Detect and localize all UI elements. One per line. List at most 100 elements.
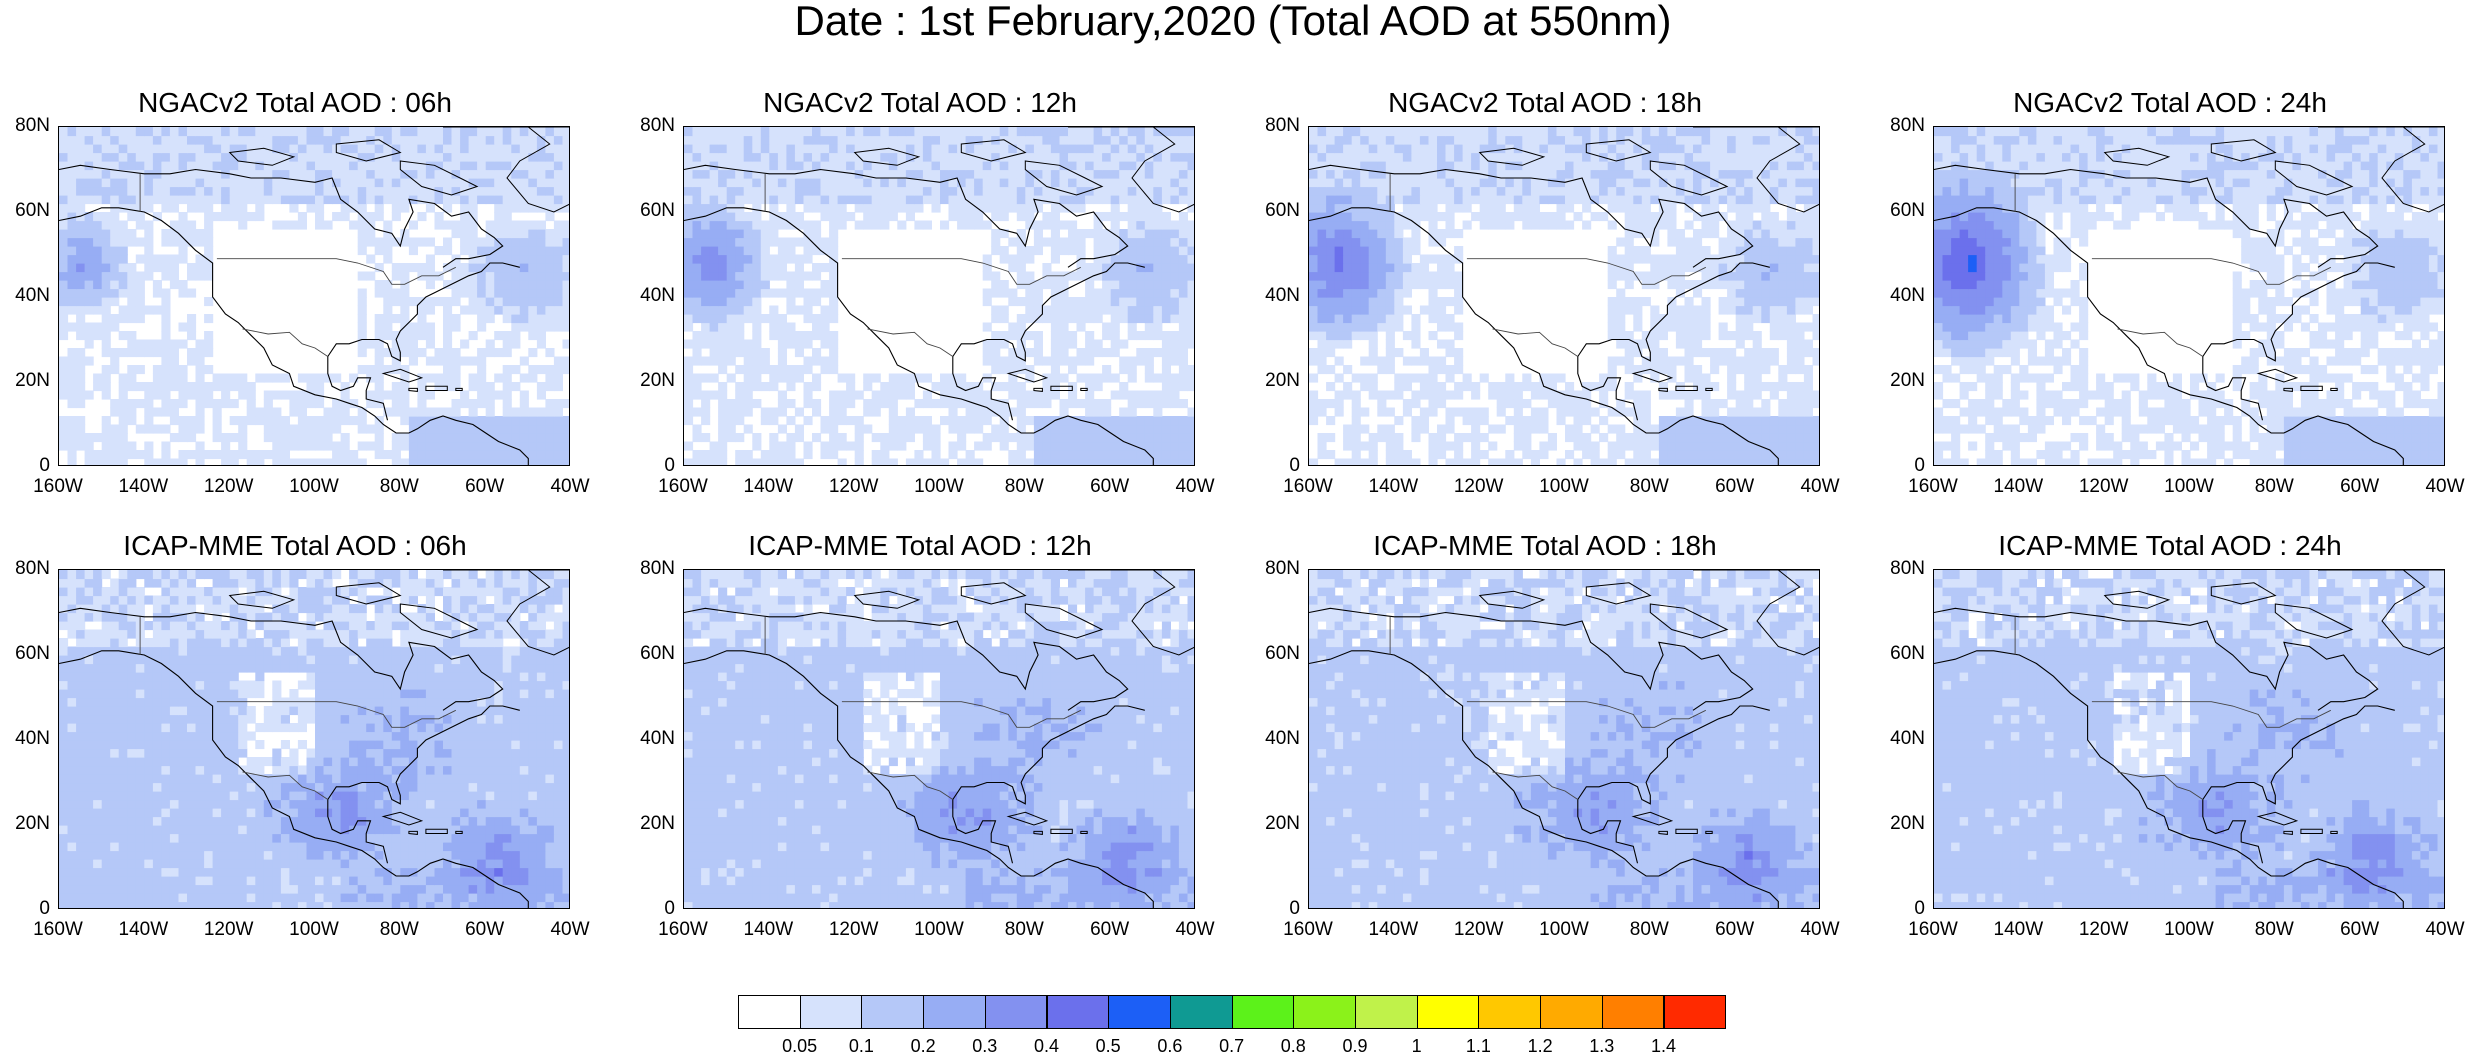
aod-cell <box>769 408 778 417</box>
aod-cell <box>1119 357 1128 366</box>
aod-cell <box>838 212 847 221</box>
aod-cell <box>1676 450 1685 459</box>
aod-cell <box>1446 442 1455 451</box>
aod-cell <box>93 323 102 332</box>
aod-cell <box>1710 221 1719 230</box>
aod-cell <box>1111 170 1120 179</box>
aod-cell <box>204 399 213 408</box>
aod-cell <box>170 416 179 425</box>
aod-cell <box>1736 297 1745 306</box>
aod-cell <box>701 153 710 162</box>
aod-cell <box>426 136 435 145</box>
aod-cell <box>1034 331 1043 340</box>
aod-cell <box>537 314 546 323</box>
aod-cell <box>1761 178 1770 187</box>
aod-cell <box>1068 314 1077 323</box>
aod-cell <box>1804 399 1813 408</box>
aod-cell <box>1795 382 1804 391</box>
aod-cell <box>1574 187 1583 196</box>
aod-cell <box>821 323 830 332</box>
aod-cell <box>1702 348 1711 357</box>
aod-cell <box>1667 229 1676 238</box>
aod-cell <box>1437 399 1446 408</box>
aod-cell <box>144 450 153 459</box>
aod-cell <box>528 425 537 434</box>
aod-cell <box>1813 433 1821 442</box>
aod-cell <box>1727 391 1736 400</box>
aod-cell <box>341 161 350 170</box>
aod-cell <box>778 314 787 323</box>
aod-cell <box>829 136 838 145</box>
aod-cell <box>1693 306 1702 315</box>
aod-cell <box>1179 153 1188 162</box>
aod-cell <box>511 459 520 467</box>
aod-cell <box>1778 425 1787 434</box>
aod-cell <box>1770 238 1779 247</box>
aod-cell <box>693 382 702 391</box>
aod-cell <box>1650 331 1659 340</box>
aod-cell <box>289 170 298 179</box>
aod-cell <box>528 442 537 451</box>
aod-cell <box>804 416 813 425</box>
aod-cell <box>1719 153 1728 162</box>
aod-cell <box>221 433 230 442</box>
aod-cell <box>778 289 787 298</box>
aod-cell <box>204 340 213 349</box>
aod-cell <box>923 178 932 187</box>
aod-cell <box>426 153 435 162</box>
aod-cell <box>1360 246 1369 255</box>
aod-cell <box>503 416 512 425</box>
aod-cell <box>727 127 736 136</box>
aod-cell <box>752 144 761 153</box>
aod-cell <box>786 450 795 459</box>
aod-cell <box>1522 425 1531 434</box>
aod-cell <box>563 246 571 255</box>
aod-cell <box>1377 161 1386 170</box>
aod-cell <box>341 170 350 179</box>
aod-cell <box>486 408 495 417</box>
aod-cell <box>161 425 170 434</box>
aod-cell <box>1667 161 1676 170</box>
aod-cell <box>503 365 512 374</box>
aod-cell <box>974 144 983 153</box>
aod-cell <box>204 391 213 400</box>
aod-cell <box>161 127 170 136</box>
aod-cell <box>829 127 838 136</box>
aod-cell <box>1685 459 1694 467</box>
aod-cell <box>1420 212 1429 221</box>
aod-cell <box>735 195 744 204</box>
aod-cell <box>1343 323 1352 332</box>
aod-cell <box>752 382 761 391</box>
aod-cell <box>255 170 264 179</box>
aod-cell <box>1505 212 1514 221</box>
aod-cell <box>554 450 563 459</box>
aod-cell <box>1813 416 1821 425</box>
aod-cell <box>204 314 213 323</box>
aod-cell <box>443 331 452 340</box>
aod-field <box>59 127 570 466</box>
aod-cell <box>786 459 795 467</box>
aod-cell <box>289 221 298 230</box>
aod-cell <box>795 161 804 170</box>
aod-cell <box>829 365 838 374</box>
aod-cell <box>119 399 128 408</box>
aod-cell <box>238 153 247 162</box>
aod-cell <box>76 331 85 340</box>
aod-cell <box>821 161 830 170</box>
aod-cell <box>153 195 162 204</box>
aod-cell <box>400 144 409 153</box>
aod-cell <box>1616 178 1625 187</box>
aod-cell <box>358 272 367 281</box>
aod-cell <box>1111 272 1120 281</box>
aod-cell <box>1017 246 1026 255</box>
aod-cell <box>170 195 179 204</box>
aod-cell <box>838 127 847 136</box>
aod-cell <box>315 161 324 170</box>
aod-cell <box>161 178 170 187</box>
aod-cell <box>545 170 554 179</box>
aod-cell <box>1650 314 1659 323</box>
aod-cell <box>563 357 571 366</box>
aod-cell <box>289 161 298 170</box>
aod-cell <box>761 229 770 238</box>
aod-cell <box>452 323 461 332</box>
